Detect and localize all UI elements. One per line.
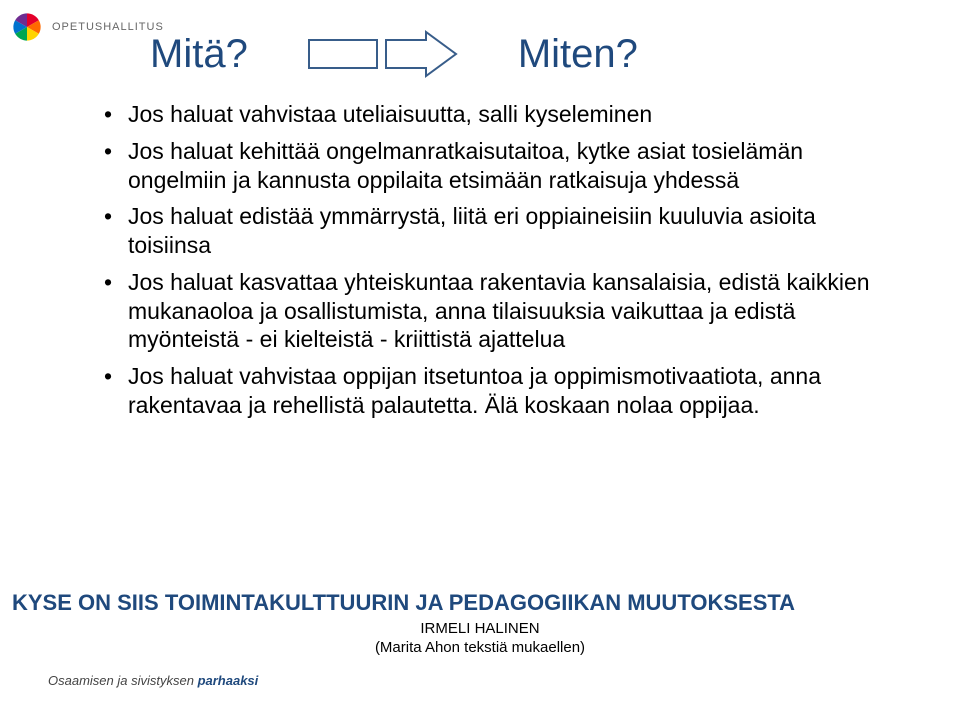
tagline-highlight: parhaaksi	[198, 673, 259, 688]
brand-logo: OPETUSHALLITUS	[10, 10, 164, 44]
bullet-list: Jos haluat vahvistaa uteliaisuutta, sall…	[100, 100, 900, 428]
footer-credits: IRMELI HALINEN (Marita Ahon tekstiä muka…	[0, 620, 960, 658]
footer-line2: (Marita Ahon tekstiä mukaellen)	[0, 639, 960, 658]
list-item: Jos haluat edistää ymmärrystä, liitä eri…	[100, 202, 900, 260]
logo-icon	[10, 10, 44, 44]
footer-tagline: Osaamisen ja sivistyksen parhaaksi	[48, 673, 258, 688]
title-right: Miten?	[518, 32, 638, 77]
logo-text: OPETUSHALLITUS	[52, 21, 164, 33]
footer-line1: IRMELI HALINEN	[0, 620, 960, 639]
tagline-prefix: Osaamisen ja sivistyksen	[48, 673, 198, 688]
arrow-icon	[308, 30, 458, 78]
header: Mitä? Miten?	[150, 30, 638, 78]
list-item: Jos haluat vahvistaa oppijan itsetuntoa …	[100, 362, 900, 420]
list-item: Jos haluat kasvattaa yhteiskuntaa rakent…	[100, 268, 900, 354]
list-item: Jos haluat kehittää ongelmanratkaisutait…	[100, 137, 900, 195]
list-item: Jos haluat vahvistaa uteliaisuutta, sall…	[100, 100, 900, 129]
summary-line: KYSE ON SIIS TOIMINTAKULTTUURIN JA PEDAG…	[0, 590, 960, 616]
title-left: Mitä?	[150, 32, 248, 77]
